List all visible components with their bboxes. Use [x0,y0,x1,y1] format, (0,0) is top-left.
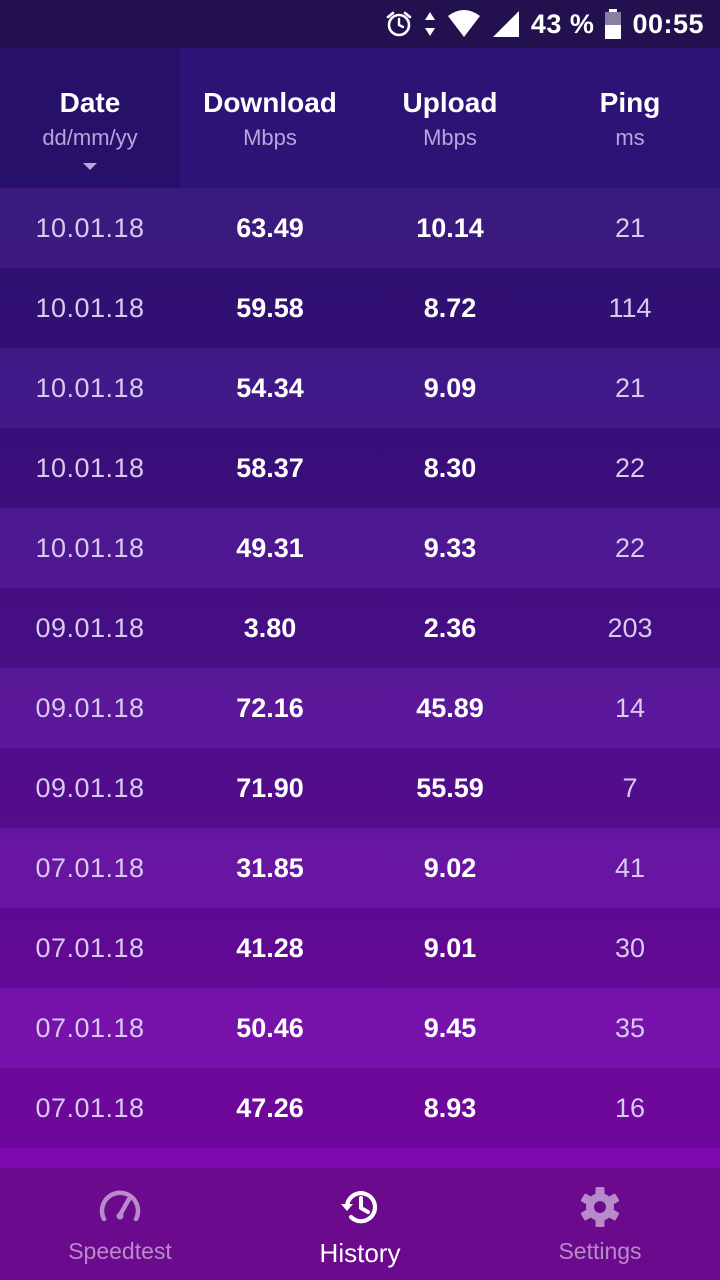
date-header-label: Date [59,87,121,118]
upload-column-header[interactable]: Upload Mbps [360,48,540,188]
nav-settings[interactable]: Settings [480,1168,720,1280]
ping-header-unit: ms [615,125,645,150]
row-ping: 114 [608,292,652,323]
row-date: 10.01.18 [35,452,145,483]
row-upload: 9.02 [423,852,477,883]
row-upload: 9.01 [423,932,477,963]
row-ping: 16 [614,1092,646,1123]
status-time: 00:55 [632,8,704,39]
nav-history-label: History [319,1238,401,1268]
download-header-unit: Mbps [243,125,297,150]
row-date: 09.01.18 [35,772,145,803]
row-download: 54.34 [236,372,304,403]
row-upload: 8.93 [423,1092,477,1123]
row-ping: 30 [614,932,646,963]
row-upload: 2.36 [423,612,477,643]
row-upload: 8.30 [423,452,477,483]
row-ping: 21 [614,212,646,243]
history-row[interactable]: 07.01.18 31.85 9.02 41 [0,828,720,908]
row-ping: 14 [614,692,646,723]
history-row[interactable]: 09.01.18 3.80 2.36 203 [0,588,720,668]
row-ping: 22 [614,452,646,483]
row-download: 47.26 [236,1092,304,1123]
row-date: 10.01.18 [35,372,145,403]
row-date: 09.01.18 [35,692,145,723]
row-download: 63.49 [236,212,304,243]
battery-icon [604,9,622,39]
alarm-icon [385,10,413,38]
history-row[interactable]: 10.01.18 59.58 8.72 114 [0,268,720,348]
row-upload: 9.45 [423,1012,477,1043]
row-upload: 9.33 [423,532,477,563]
row-download: 50.46 [236,1012,304,1043]
row-date: 07.01.18 [35,932,145,963]
history-row[interactable]: 10.01.18 49.31 9.33 22 [0,508,720,588]
status-bar: 43 % 00:55 [0,0,720,48]
ping-column-header[interactable]: Ping ms [540,48,720,188]
history-icon [337,1184,383,1230]
row-upload: 10.14 [416,212,484,243]
row-upload: 8.72 [423,292,477,323]
row-date: 09.01.18 [35,612,145,643]
row-upload: 9.09 [423,372,477,403]
battery-percent: 43 % [530,8,595,39]
row-date: 07.01.18 [35,1012,145,1043]
row-download: 49.31 [236,532,304,563]
row-ping: 22 [614,532,646,563]
history-row[interactable]: 07.01.18 41.28 9.01 30 [0,908,720,988]
row-download: 41.28 [236,932,304,963]
history-row[interactable]: 10.01.18 63.49 10.14 21 [0,188,720,268]
wifi-icon [447,10,481,38]
history-row[interactable]: 07.01.18 50.46 9.45 35 [0,988,720,1068]
row-download: 3.80 [243,612,297,643]
row-date: 07.01.18 [35,852,145,883]
row-download: 72.16 [236,692,304,723]
history-row[interactable]: 10.01.18 54.34 9.09 21 [0,348,720,428]
upload-header-unit: Mbps [423,125,477,150]
gear-icon [577,1184,623,1230]
nav-speedtest-label: Speedtest [68,1238,172,1264]
date-header-unit: dd/mm/yy [42,125,138,150]
table-header: Date dd/mm/yy Download Mbps Upload Mbps … [0,48,720,188]
nav-speedtest[interactable]: Speedtest [0,1168,240,1280]
row-date: 10.01.18 [35,532,145,563]
download-column-header[interactable]: Download Mbps [180,48,360,188]
row-download: 31.85 [236,852,304,883]
download-header-label: Download [203,87,337,118]
row-ping: 35 [614,1012,646,1043]
history-list: 10.01.18 63.49 10.14 21 10.01.18 59.58 8… [0,188,720,1148]
row-download: 58.37 [236,452,304,483]
row-download: 59.58 [236,292,304,323]
history-row[interactable]: 09.01.18 71.90 55.59 7 [0,748,720,828]
row-download: 71.90 [236,772,304,803]
date-column-header[interactable]: Date dd/mm/yy [0,48,180,188]
nav-history[interactable]: History [240,1168,480,1280]
row-ping: 21 [614,372,646,403]
ping-header-label: Ping [599,87,661,118]
row-upload: 55.59 [416,772,484,803]
history-row[interactable]: 07.01.18 47.26 8.93 16 [0,1068,720,1148]
row-ping: 203 [607,612,653,643]
row-date: 07.01.18 [35,1092,145,1123]
row-ping: 41 [614,852,646,883]
history-row[interactable]: 09.01.18 72.16 45.89 14 [0,668,720,748]
row-date: 10.01.18 [35,292,145,323]
upload-header-label: Upload [402,87,498,118]
speedometer-icon [97,1184,143,1230]
row-date: 10.01.18 [35,212,145,243]
row-upload: 45.89 [416,692,484,723]
bottom-navigation: Speedtest History [0,1168,720,1280]
row-ping: 7 [622,772,638,803]
signal-icon [491,10,521,38]
sort-descending-icon [83,163,97,170]
nav-settings-label: Settings [558,1238,642,1264]
data-arrows-icon [423,10,437,38]
history-row[interactable]: 10.01.18 58.37 8.30 22 [0,428,720,508]
